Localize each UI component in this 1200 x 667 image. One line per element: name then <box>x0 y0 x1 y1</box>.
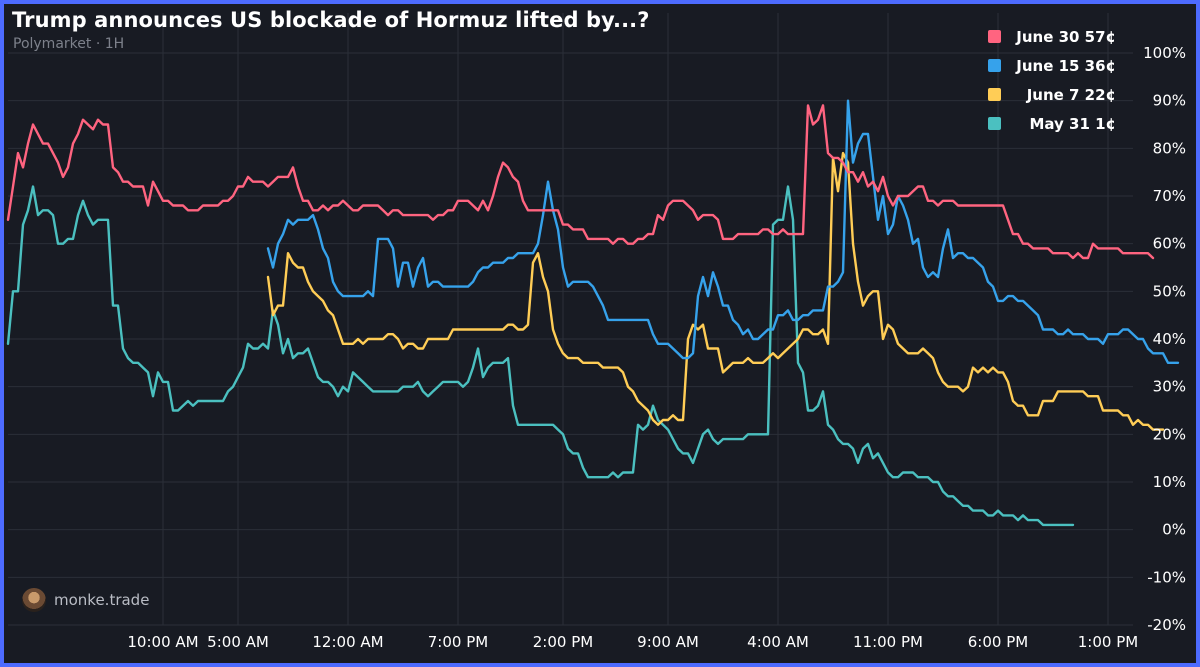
y-tick-label: 100% <box>1143 44 1186 62</box>
y-axis-ticks: 100% 90% 80% 70% 60% 50% 40% 30% 20% 10% 0% -10% -20… <box>1143 44 1186 634</box>
y-tick-label: 10% <box>1153 473 1186 491</box>
y-tick-label: 30% <box>1153 378 1186 396</box>
x-tick-label: 4:00 AM <box>747 633 809 651</box>
y-tick-label: -20% <box>1147 616 1186 634</box>
legend-label: June 30 57¢ <box>1016 27 1116 46</box>
legend-swatch-june-15 <box>988 59 1001 72</box>
monkey-avatar-icon <box>22 588 46 612</box>
y-tick-label: -10% <box>1147 568 1186 586</box>
y-tick-label: 80% <box>1153 139 1186 157</box>
x-tick-label: 5:00 AM <box>207 633 269 651</box>
chart-title: Trump announces US blockade of Hormuz li… <box>12 8 650 32</box>
x-tick-label: 12:00 AM <box>312 633 383 651</box>
y-tick-label: 40% <box>1153 330 1186 348</box>
x-tick-label: 6:00 PM <box>968 633 1028 651</box>
x-tick-label: 7:00 PM <box>428 633 488 651</box>
y-tick-label: 20% <box>1153 425 1186 443</box>
legend-swatch-june-7 <box>988 88 1001 101</box>
series-line-may-31[interactable] <box>6 185 1075 527</box>
legend-swatch-june-30 <box>988 30 1001 43</box>
y-tick-label: 60% <box>1153 235 1186 253</box>
chart-legend: June 30 57¢ June 15 36¢ June 7 22¢ May 3… <box>988 22 1116 138</box>
legend-label: June 7 22¢ <box>1026 85 1116 104</box>
legend-swatch-may-31 <box>988 117 1001 130</box>
x-tick-label: 2:00 PM <box>533 633 593 651</box>
legend-item-june-30[interactable]: June 30 57¢ <box>988 22 1116 51</box>
x-tick-label: 11:00 PM <box>853 633 923 651</box>
legend-item-june-15[interactable]: June 15 36¢ <box>988 51 1116 80</box>
legend-label: June 15 36¢ <box>1016 56 1116 75</box>
x-tick-label: 10:00 AM <box>127 633 198 651</box>
series-layer <box>6 99 1180 527</box>
series-line-june-7[interactable] <box>266 151 1165 431</box>
series-line-june-15[interactable] <box>266 99 1180 364</box>
y-tick-label: 0% <box>1162 521 1186 539</box>
chart-subtitle: Polymarket · 1H <box>13 36 125 52</box>
watermark: monke.trade <box>22 588 149 612</box>
watermark-text: monke.trade <box>54 591 150 609</box>
legend-item-june-7[interactable]: June 7 22¢ <box>988 80 1116 109</box>
y-tick-label: 90% <box>1153 92 1186 110</box>
x-tick-label: 9:00 AM <box>637 633 699 651</box>
y-tick-label: 50% <box>1153 282 1186 300</box>
series-line-june-30[interactable] <box>6 104 1155 260</box>
legend-label: May 31 1¢ <box>1029 114 1116 133</box>
grid-layer <box>8 13 1133 626</box>
x-axis-ticks: 10:00 AM 5:00 AM 12:00 AM 7:00 PM 2:00 PM 9:0… <box>127 633 1138 651</box>
legend-item-may-31[interactable]: May 31 1¢ <box>988 109 1116 138</box>
x-tick-label: 1:00 PM <box>1078 633 1138 651</box>
y-tick-label: 70% <box>1153 187 1186 205</box>
